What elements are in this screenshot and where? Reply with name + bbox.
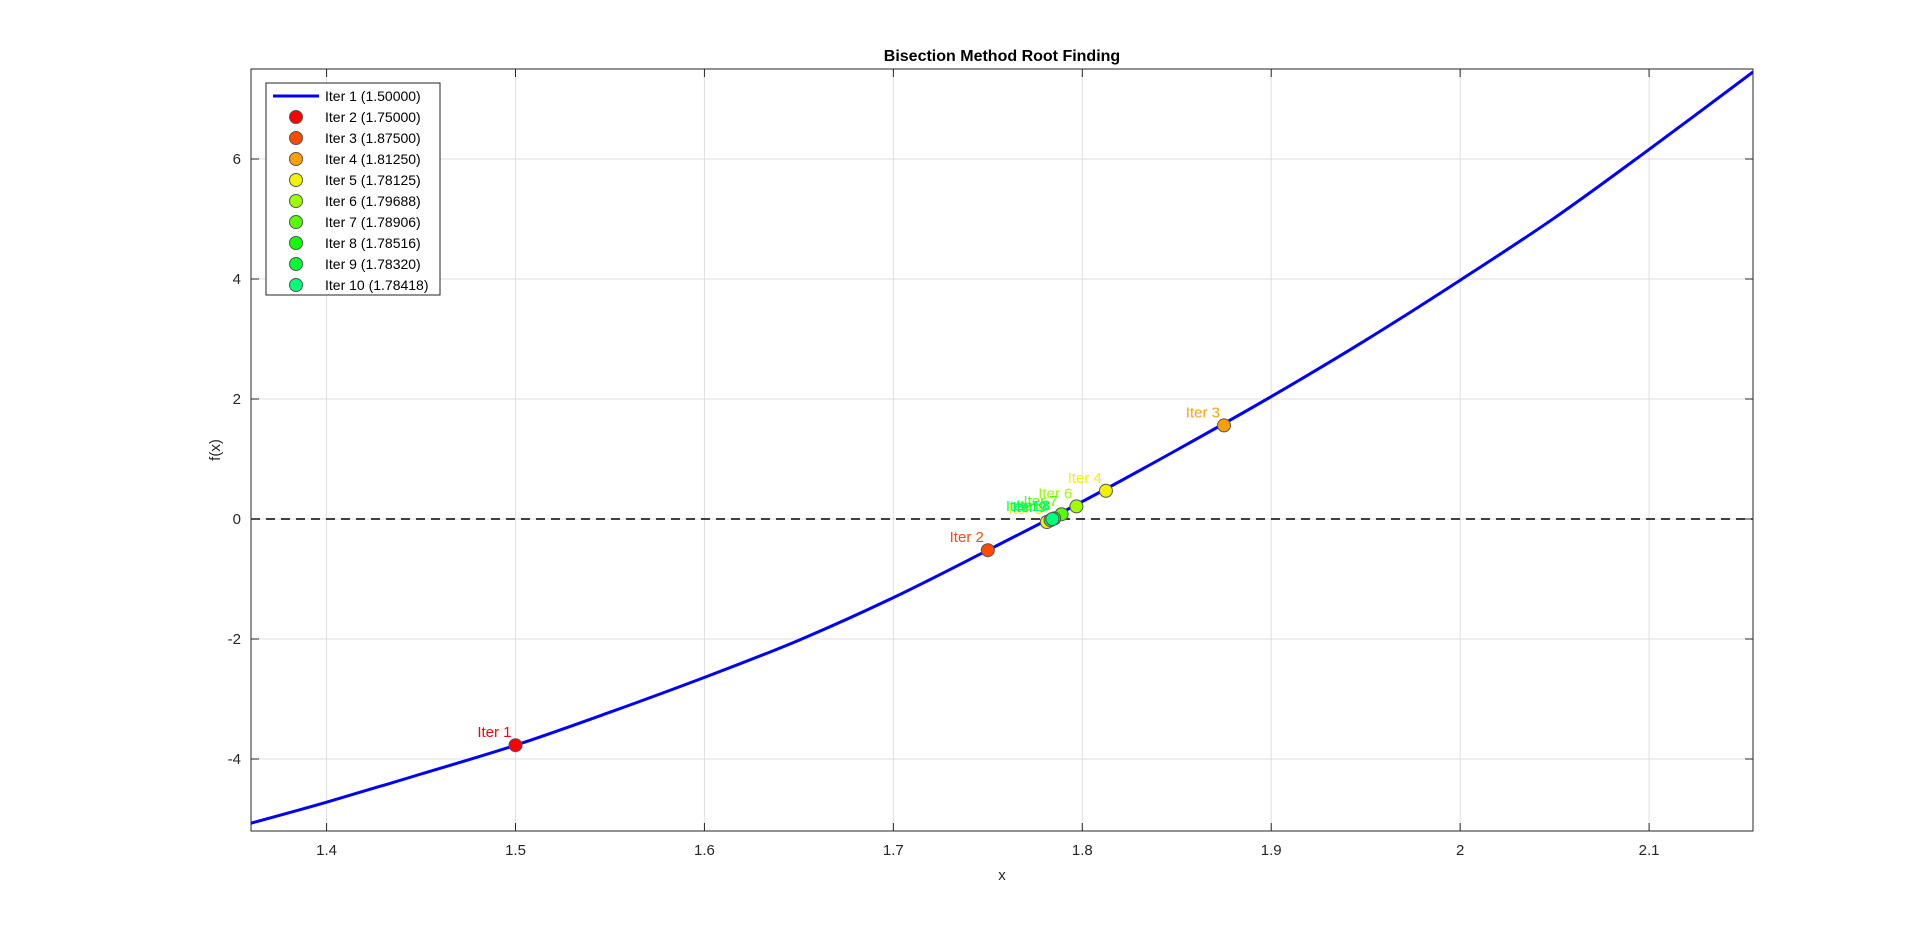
y-tick-label: -2 [228,631,241,648]
point-label: Iter 2 [950,529,984,546]
iteration-point [508,738,523,753]
y-tick-label: 2 [233,391,241,408]
legend-marker-swatch [289,257,303,271]
legend-marker-swatch [289,278,303,292]
plot-area [251,69,1753,831]
legend-entry-label: Iter 3 (1.87500) [325,130,421,146]
legend: Iter 1 (1.50000) Iter 2 (1.75000) Iter 3 (… [265,82,441,296]
legend-marker-swatch [289,236,303,250]
y-tick-label: 6 [233,151,241,168]
legend-entry-label: Iter 4 (1.81250) [325,151,421,167]
point-label: Iter 6 [1038,485,1072,502]
iteration-point [980,543,995,558]
x-tick-label: 1.4 [316,842,337,859]
plot-frame [250,68,1754,832]
iteration-point [1045,512,1060,526]
iteration-point [1216,418,1231,433]
point-label: Iter 9 [1012,499,1046,516]
legend-entry-label: Iter 10 (1.78418) [325,277,429,293]
x-tick-label: 1.8 [1072,842,1093,859]
legend-marker-swatch [289,215,303,229]
y-tick-label: -4 [228,751,241,768]
legend-entry-label: Iter 7 (1.78906) [325,214,421,230]
legend-entry-label: Iter 1 (1.50000) [325,88,421,104]
x-tick-label: 2.1 [1639,842,1660,859]
y-axis-label: f(x) [207,439,224,461]
point-label: Iter 8 [1016,497,1050,514]
point-label: Iter 3 [1186,404,1220,421]
point-label: Iter 7 [1023,493,1057,510]
legend-marker-swatch [289,152,303,166]
x-tick-label: 1.9 [1261,842,1282,859]
point-label: Iter 1 [477,724,511,741]
x-axis-label: x [998,867,1006,884]
y-tick-label: 4 [233,271,241,288]
x-tick-label: 2 [1456,842,1464,859]
iteration-point [1098,483,1113,498]
y-tick-label: 0 [233,511,241,528]
legend-entry-label: Iter 9 (1.78320) [325,256,421,272]
legend-entry-label: Iter 8 (1.78516) [325,235,421,251]
x-tick-label: 1.5 [505,842,526,859]
legend-marker-swatch [289,173,303,187]
point-label: Iter 10 [1006,498,1049,515]
x-tick-label: 1.7 [883,842,904,859]
legend-marker-swatch [289,194,303,208]
point-label: Iter 4 [1068,470,1102,487]
legend-entry-label: Iter 5 (1.78125) [325,172,421,188]
chart-title: Bisection Method Root Finding [884,48,1120,65]
legend-marker-swatch [289,110,303,124]
x-tick-label: 1.6 [694,842,715,859]
grid [251,69,1753,831]
legend-entry-label: Iter 2 (1.75000) [325,109,421,125]
axis-ticks: 1.4 1.5 1.6 1.7 1.8 1.9 2 2.1 -4 -2 0 2 4 6 [228,69,1753,859]
legend-entry-label: Iter 6 (1.79688) [325,193,421,209]
point-label: Iter 5 [1009,501,1043,518]
legend-marker-swatch [289,131,303,145]
iteration-point [1069,499,1084,514]
